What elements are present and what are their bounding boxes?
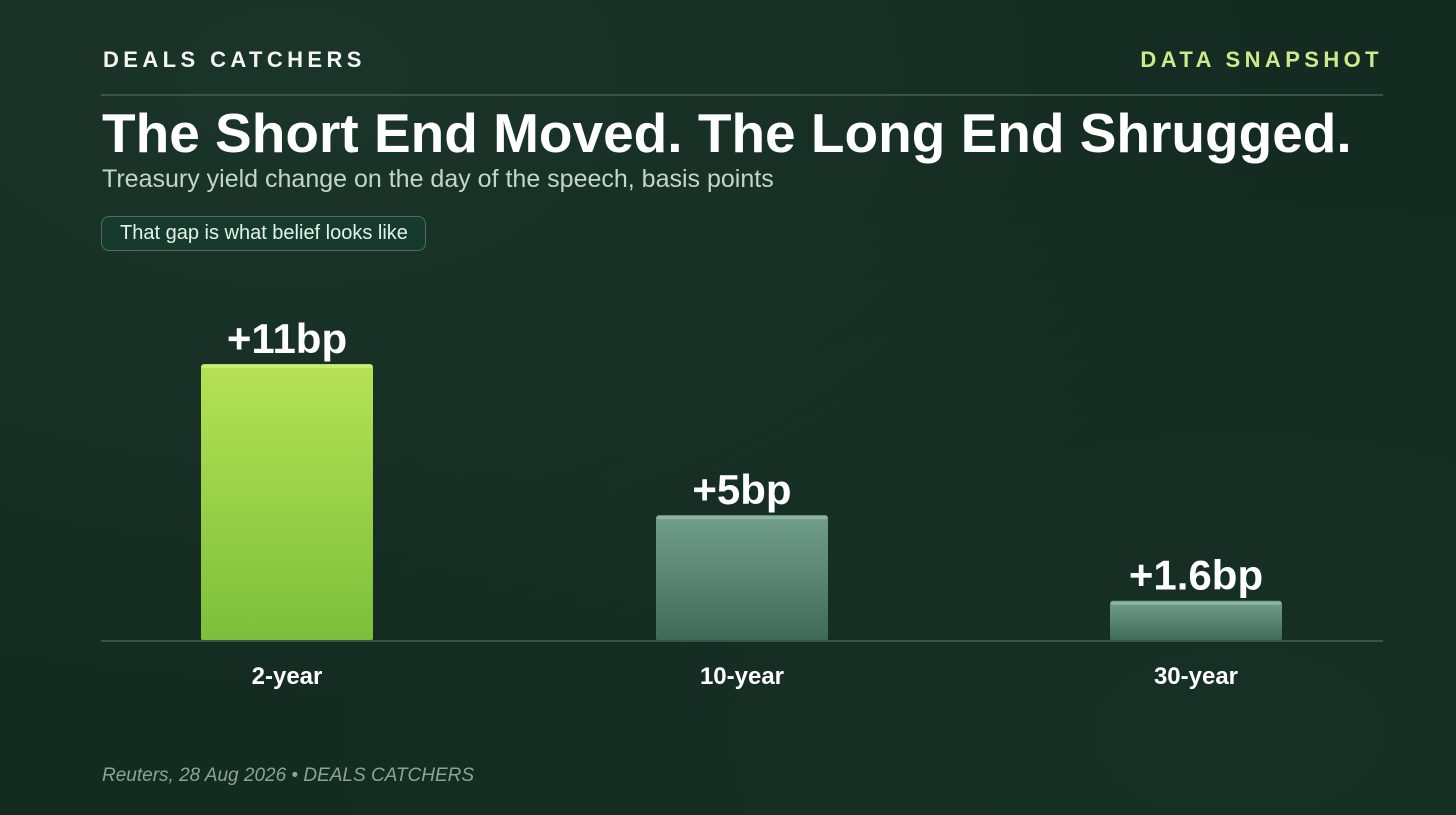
brand-label: DEALS CATCHERS — [103, 47, 366, 72]
bar-10-year — [656, 515, 828, 641]
bar-2-year — [201, 364, 373, 641]
value-label-30-year: +1.6bp — [1129, 552, 1263, 599]
header: DEALS CATCHERS DATA SNAPSHOT — [101, 44, 1383, 76]
value-label-10-year: +5bp — [692, 466, 791, 513]
source-note: Reuters, 28 Aug 2026 • DEALS CATCHERS — [102, 765, 475, 786]
bar-top-edge-10-year — [657, 516, 827, 520]
header-divider — [101, 94, 1383, 96]
bar-30-year — [1110, 600, 1282, 641]
category-label-2-year: 2-year — [252, 663, 323, 690]
callout-badge: That gap is what belief looks like — [101, 216, 426, 251]
category-label-30-year: 30-year — [1154, 663, 1238, 690]
bar-top-edge-2-year — [202, 365, 372, 368]
section-tag: DATA SNAPSHOT — [1140, 47, 1383, 72]
category-label-10-year: 10-year — [700, 663, 784, 690]
chart-subtitle: Treasury yield change on the day of the … — [102, 165, 774, 193]
value-label-2-year: +11bp — [227, 315, 347, 362]
bar-top-edge-30-year — [1111, 601, 1281, 605]
chart-title: The Short End Moved. The Long End Shrugg… — [102, 102, 1352, 164]
